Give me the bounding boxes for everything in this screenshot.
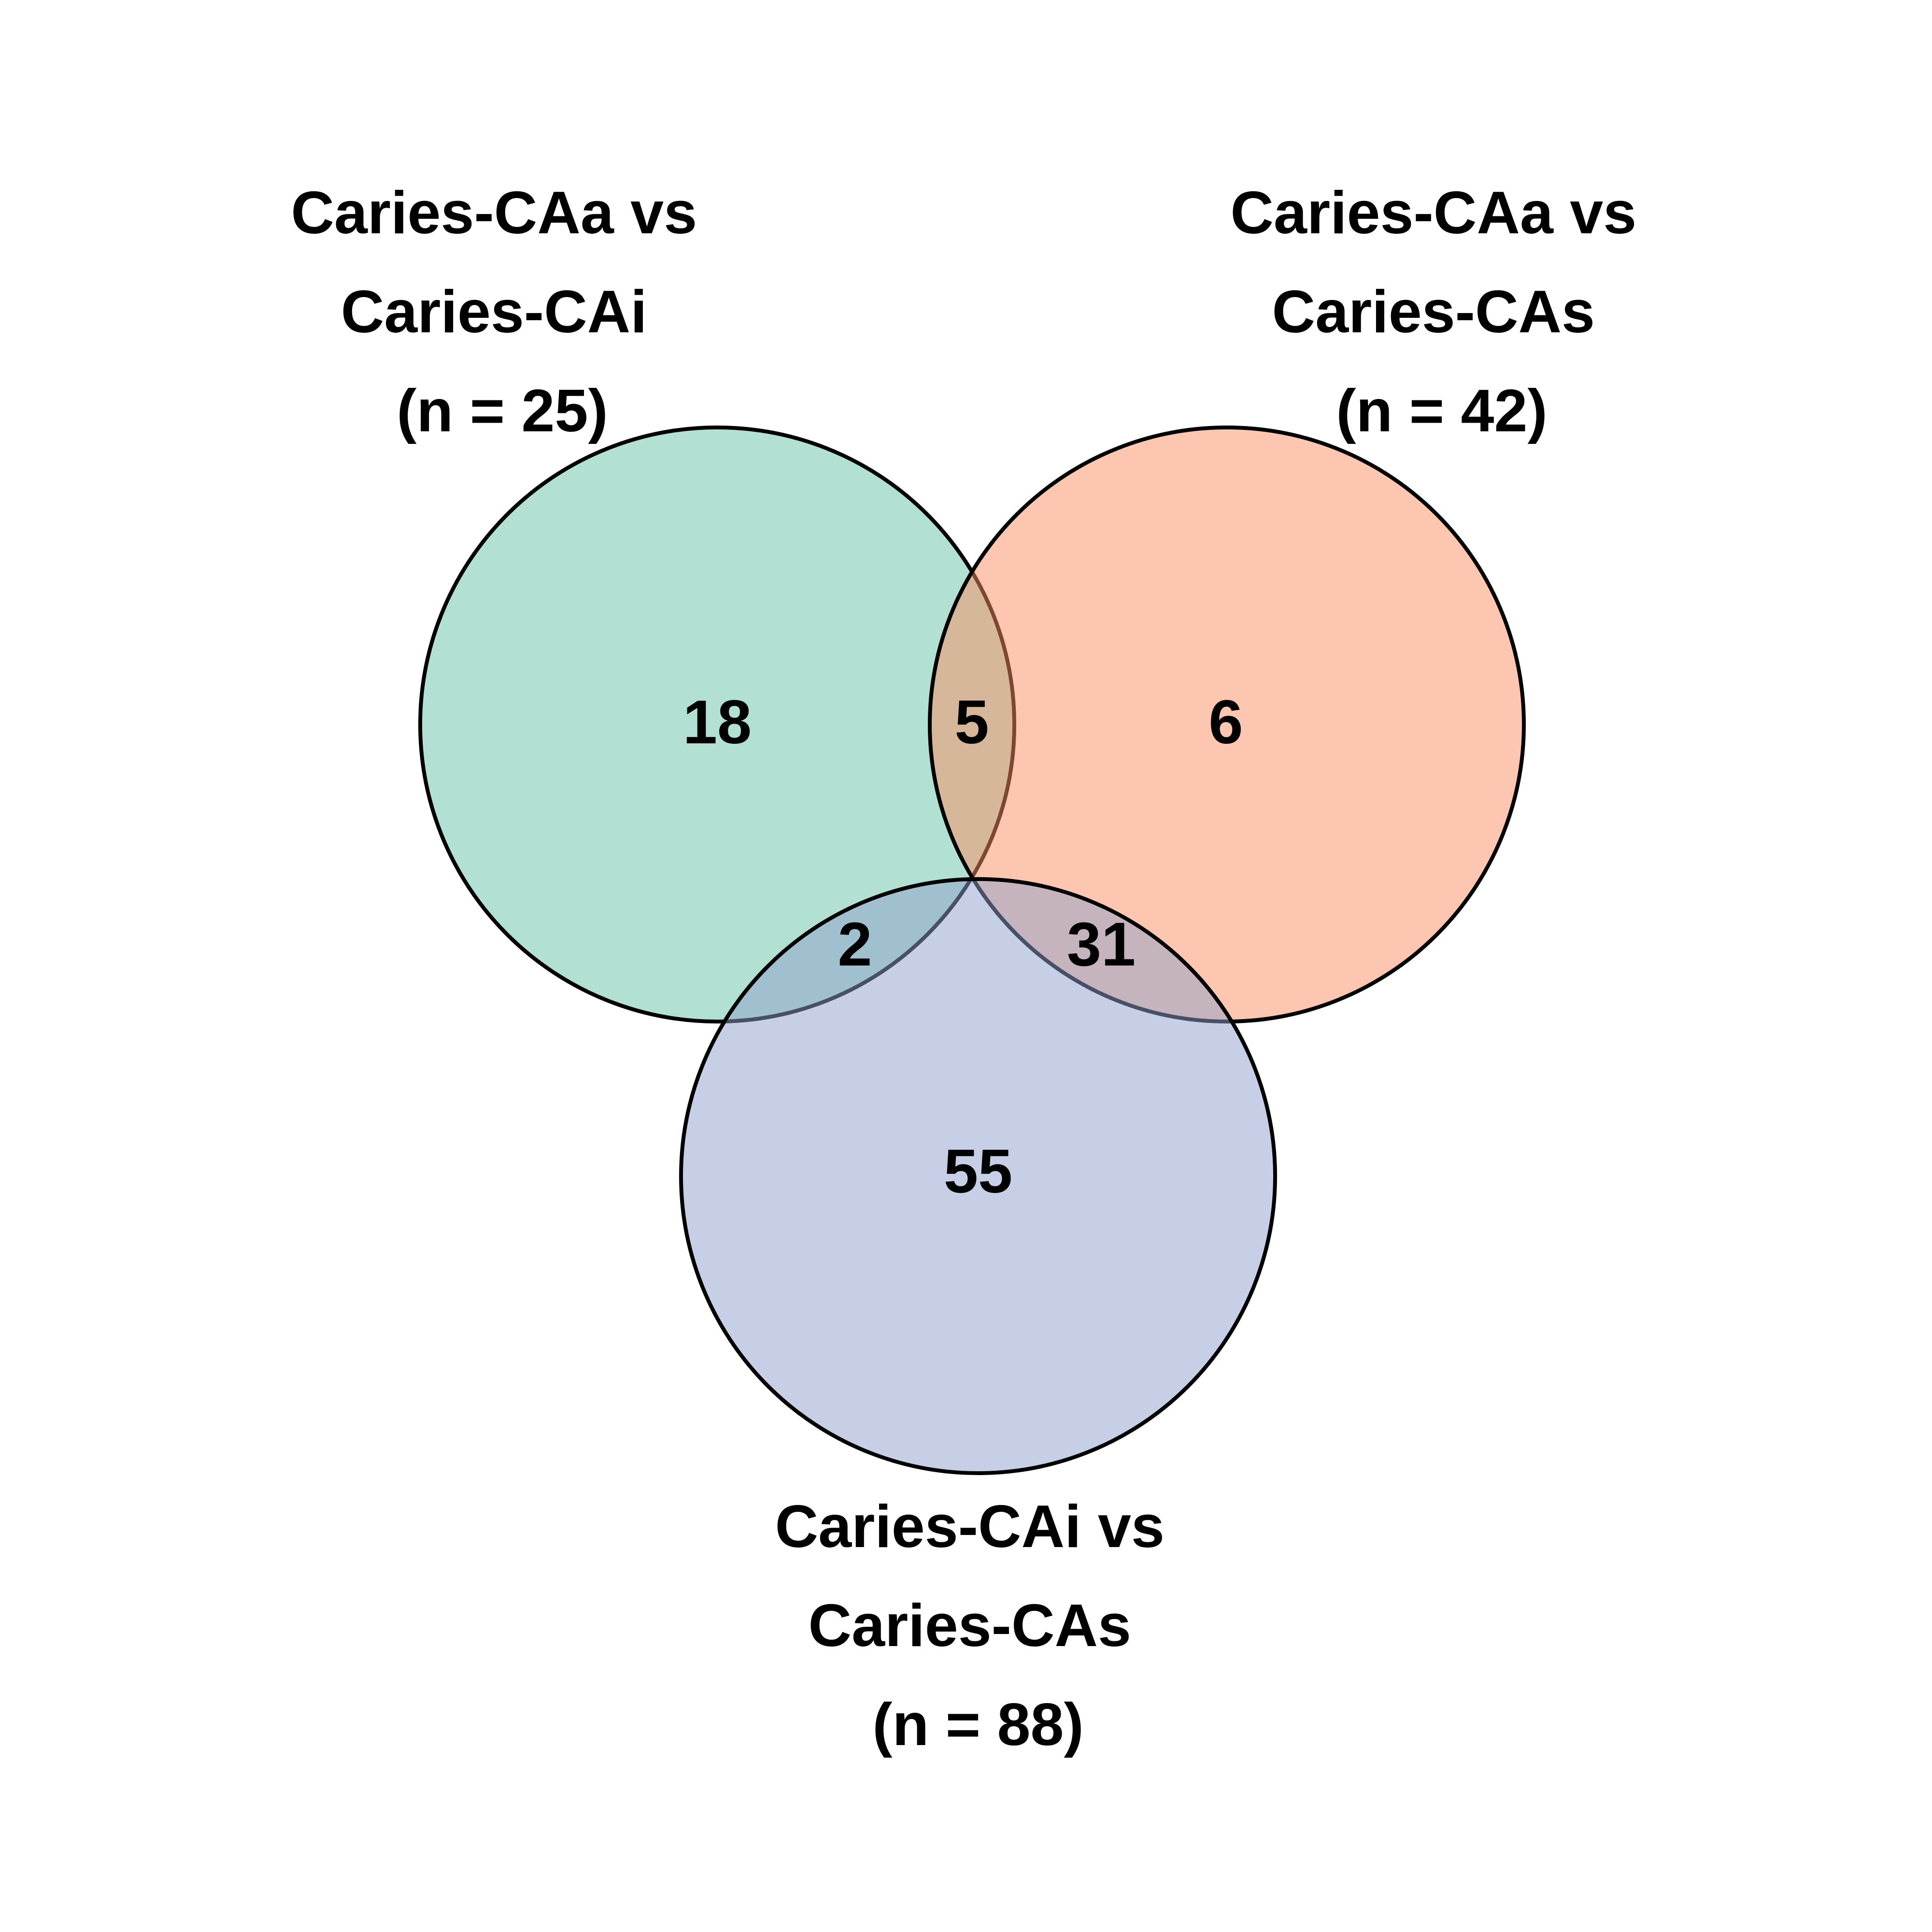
count-caa-cai-and-cai-cas: 2 xyxy=(838,910,872,979)
set-label-line: Caries-CAa vs xyxy=(1230,180,1636,246)
set-label-caa-vs-cas: Caries-CAa vs Caries-CAs (n = 42) xyxy=(1230,180,1653,444)
set-label-line: (n = 88) xyxy=(872,1691,1084,1758)
set-label-line: Caries-CAs xyxy=(1272,279,1595,345)
set-label-line: Caries-CAs xyxy=(809,1592,1132,1659)
set-label-cai-vs-cas: Caries-CAi vs Caries-CAs (n = 88) xyxy=(775,1493,1181,1758)
set-label-line: Caries-CAi xyxy=(341,279,647,345)
set-circle-cai-vs-cas xyxy=(679,877,1277,1475)
set-label-line: Caries-CAi vs xyxy=(775,1493,1165,1560)
count-caa-cai-and-caa-cas: 5 xyxy=(954,688,989,757)
count-caa-cas-and-cai-cas: 31 xyxy=(1067,910,1136,979)
set-label-line: Caries-CAa vs xyxy=(291,180,697,246)
count-cai-cas-only: 55 xyxy=(944,1137,1012,1206)
count-caa-cas-only: 6 xyxy=(1208,688,1243,757)
set-label-line: (n = 25) xyxy=(397,378,608,444)
set-label-line: (n = 42) xyxy=(1336,378,1548,444)
count-caa-cai-only: 18 xyxy=(683,688,752,757)
set-label-caa-vs-cai: Caries-CAa vs Caries-CAi (n = 25) xyxy=(291,180,713,444)
